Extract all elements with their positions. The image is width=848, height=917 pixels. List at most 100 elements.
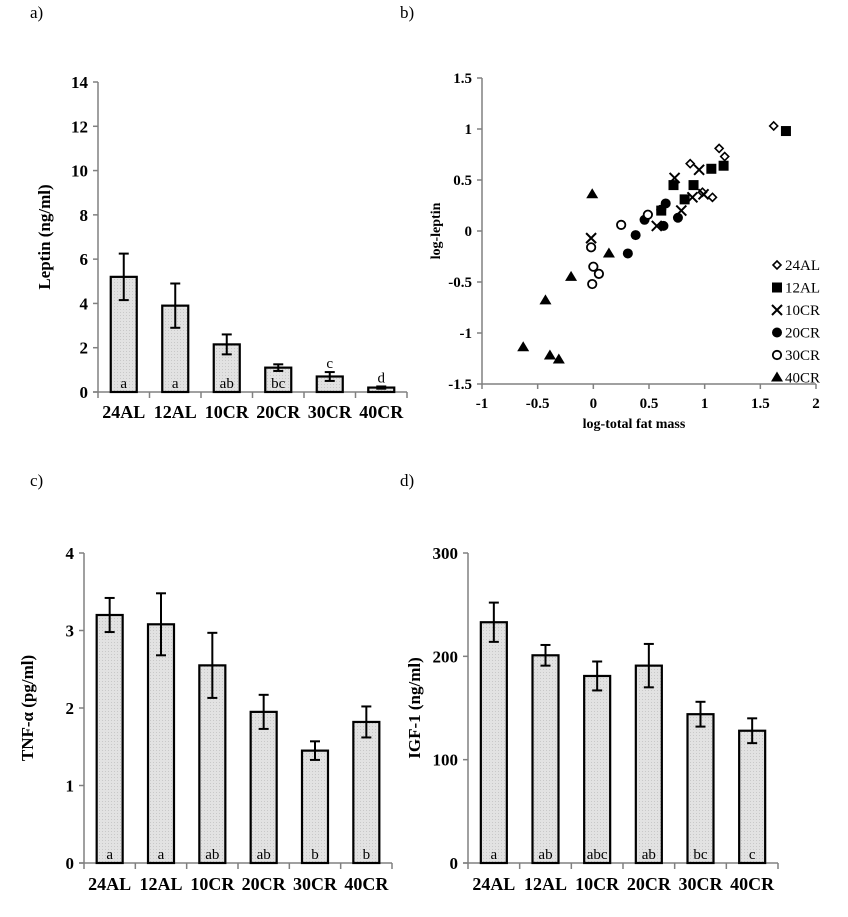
panel-b-leptin-fat-scatter: b)-1.5-1-0.500.511.5-1 -0.5 0 0.5 1 1.5 2log-t… [400, 3, 820, 432]
data-point-12AL [718, 160, 729, 171]
legend-marker-40CR [771, 371, 783, 382]
significance-letter: ab [220, 376, 234, 392]
legend-label: 40CR [785, 371, 820, 387]
data-point-10CR [693, 164, 705, 176]
significance-letter: bc [693, 847, 708, 863]
data-point-40CR [552, 353, 565, 364]
significance-letter: c [326, 356, 333, 372]
y-tick-label: -1 [460, 326, 473, 342]
y-tick-label: 0 [465, 224, 473, 240]
data-point-24AL [707, 192, 718, 203]
x-category-label: 40CR [359, 402, 404, 422]
significance-letter: a [172, 376, 179, 392]
y-tick-label: 10 [71, 162, 88, 181]
x-tick-label: 1.5 [751, 396, 770, 412]
data-point-30CR [642, 209, 653, 220]
y-tick-label: 6 [80, 250, 89, 269]
legend-label: 20CR [785, 326, 820, 342]
y-axis-title: TNF-α (pg/ml) [18, 655, 37, 761]
bar-10CR [583, 674, 612, 865]
y-axis-title: IGF-1 (ng/ml) [405, 657, 424, 759]
x-category-label: 10CR [205, 402, 250, 422]
x-category-label: 24AL [102, 402, 145, 422]
x-category-label: 20CR [242, 874, 287, 894]
significance-letter: a [120, 376, 127, 392]
data-point-40CR [565, 270, 578, 281]
y-tick-label: 8 [80, 206, 89, 225]
legend-marker-12AL [772, 282, 782, 293]
significance-letter: abc [587, 847, 608, 863]
significance-letter: a [106, 847, 113, 863]
data-point-10CR [697, 188, 710, 200]
significance-letter: d [378, 370, 386, 386]
legend-marker-24AL [771, 259, 783, 271]
legend-marker-10CR [771, 304, 783, 316]
data-point-20CR [656, 204, 667, 215]
panel-label: a) [30, 3, 43, 22]
data-point-10CR [585, 232, 597, 244]
data-point-12AL [679, 194, 690, 205]
panel-label: d) [400, 471, 414, 490]
significance-letter: ab [642, 847, 656, 863]
x-category-label: 12AL [139, 874, 182, 894]
data-point-30CR [587, 278, 598, 290]
x-tick-label: -0.5 [526, 396, 550, 412]
legend-marker-20CR [772, 327, 782, 338]
data-point-12AL [780, 126, 791, 137]
x-category-label: 30CR [293, 874, 338, 894]
series-30CR [586, 209, 653, 290]
bar-12AL [146, 623, 176, 865]
y-tick-label: 1.5 [453, 71, 472, 87]
bar-30CR [686, 713, 715, 865]
significance-letter: b [311, 847, 319, 863]
bar-12AL [531, 654, 560, 865]
y-tick-label: 200 [433, 647, 459, 666]
data-point-24AL [768, 120, 779, 132]
y-tick-label: 2 [80, 339, 89, 358]
data-point-40CR [586, 188, 599, 199]
y-tick-label: 12 [71, 117, 88, 136]
legend-marker-30CR [771, 349, 783, 361]
data-point-20CR [630, 230, 641, 241]
x-category-label: 10CR [190, 874, 235, 894]
x-category-label: 24AL [88, 874, 131, 894]
series-20CR [622, 198, 683, 259]
x-category-label: 12AL [154, 402, 197, 422]
bar-20CR [249, 710, 278, 865]
significance-letter: a [490, 847, 497, 863]
series-10CR [585, 164, 710, 244]
data-point-40CR [602, 247, 615, 258]
y-tick-label: 1 [66, 777, 75, 796]
x-category-label: 20CR [627, 874, 672, 894]
data-point-30CR [588, 261, 599, 272]
y-tick-label: 0 [80, 383, 89, 402]
panel-label: b) [400, 3, 414, 22]
data-point-30CR [593, 268, 605, 279]
series-12AL [656, 126, 791, 216]
significance-letter: ab [205, 847, 219, 863]
y-axis-title: Leptin (ng/ml) [35, 184, 54, 289]
data-point-24AL [685, 158, 696, 169]
y-tick-label: 0 [450, 854, 459, 873]
data-point-30CR [586, 242, 597, 253]
data-point-30CR [616, 219, 627, 230]
x-tick-label: 0 [590, 396, 598, 412]
significance-letter: a [158, 847, 165, 863]
y-tick-label: 100 [433, 751, 459, 770]
y-tick-label: 14 [71, 73, 89, 92]
panel-a-leptin-bar-chart: a) 0 2 4 6 8 10 12 14 Leptin (ng/ml) a 24AL a 12AL ab 1… [30, 3, 408, 422]
bar-24AL [479, 621, 508, 865]
legend-label: 12AL [785, 281, 820, 297]
bar-30CR [300, 749, 330, 865]
bar-20CR [634, 664, 663, 865]
legend-label: 30CR [785, 348, 820, 364]
x-category-label: 30CR [679, 874, 724, 894]
x-category-label: 30CR [308, 402, 353, 422]
data-point-20CR [672, 212, 683, 223]
panel-c-tnf-alpha-bar-chart: c) 0 1 2 3 4 TNF-α (pg/ml) a 24AL a 12AL ab 10CR ab 20… [18, 471, 393, 894]
x-category-label: 10CR [575, 874, 620, 894]
series-40CR [517, 188, 615, 364]
data-point-24AL [714, 143, 725, 154]
